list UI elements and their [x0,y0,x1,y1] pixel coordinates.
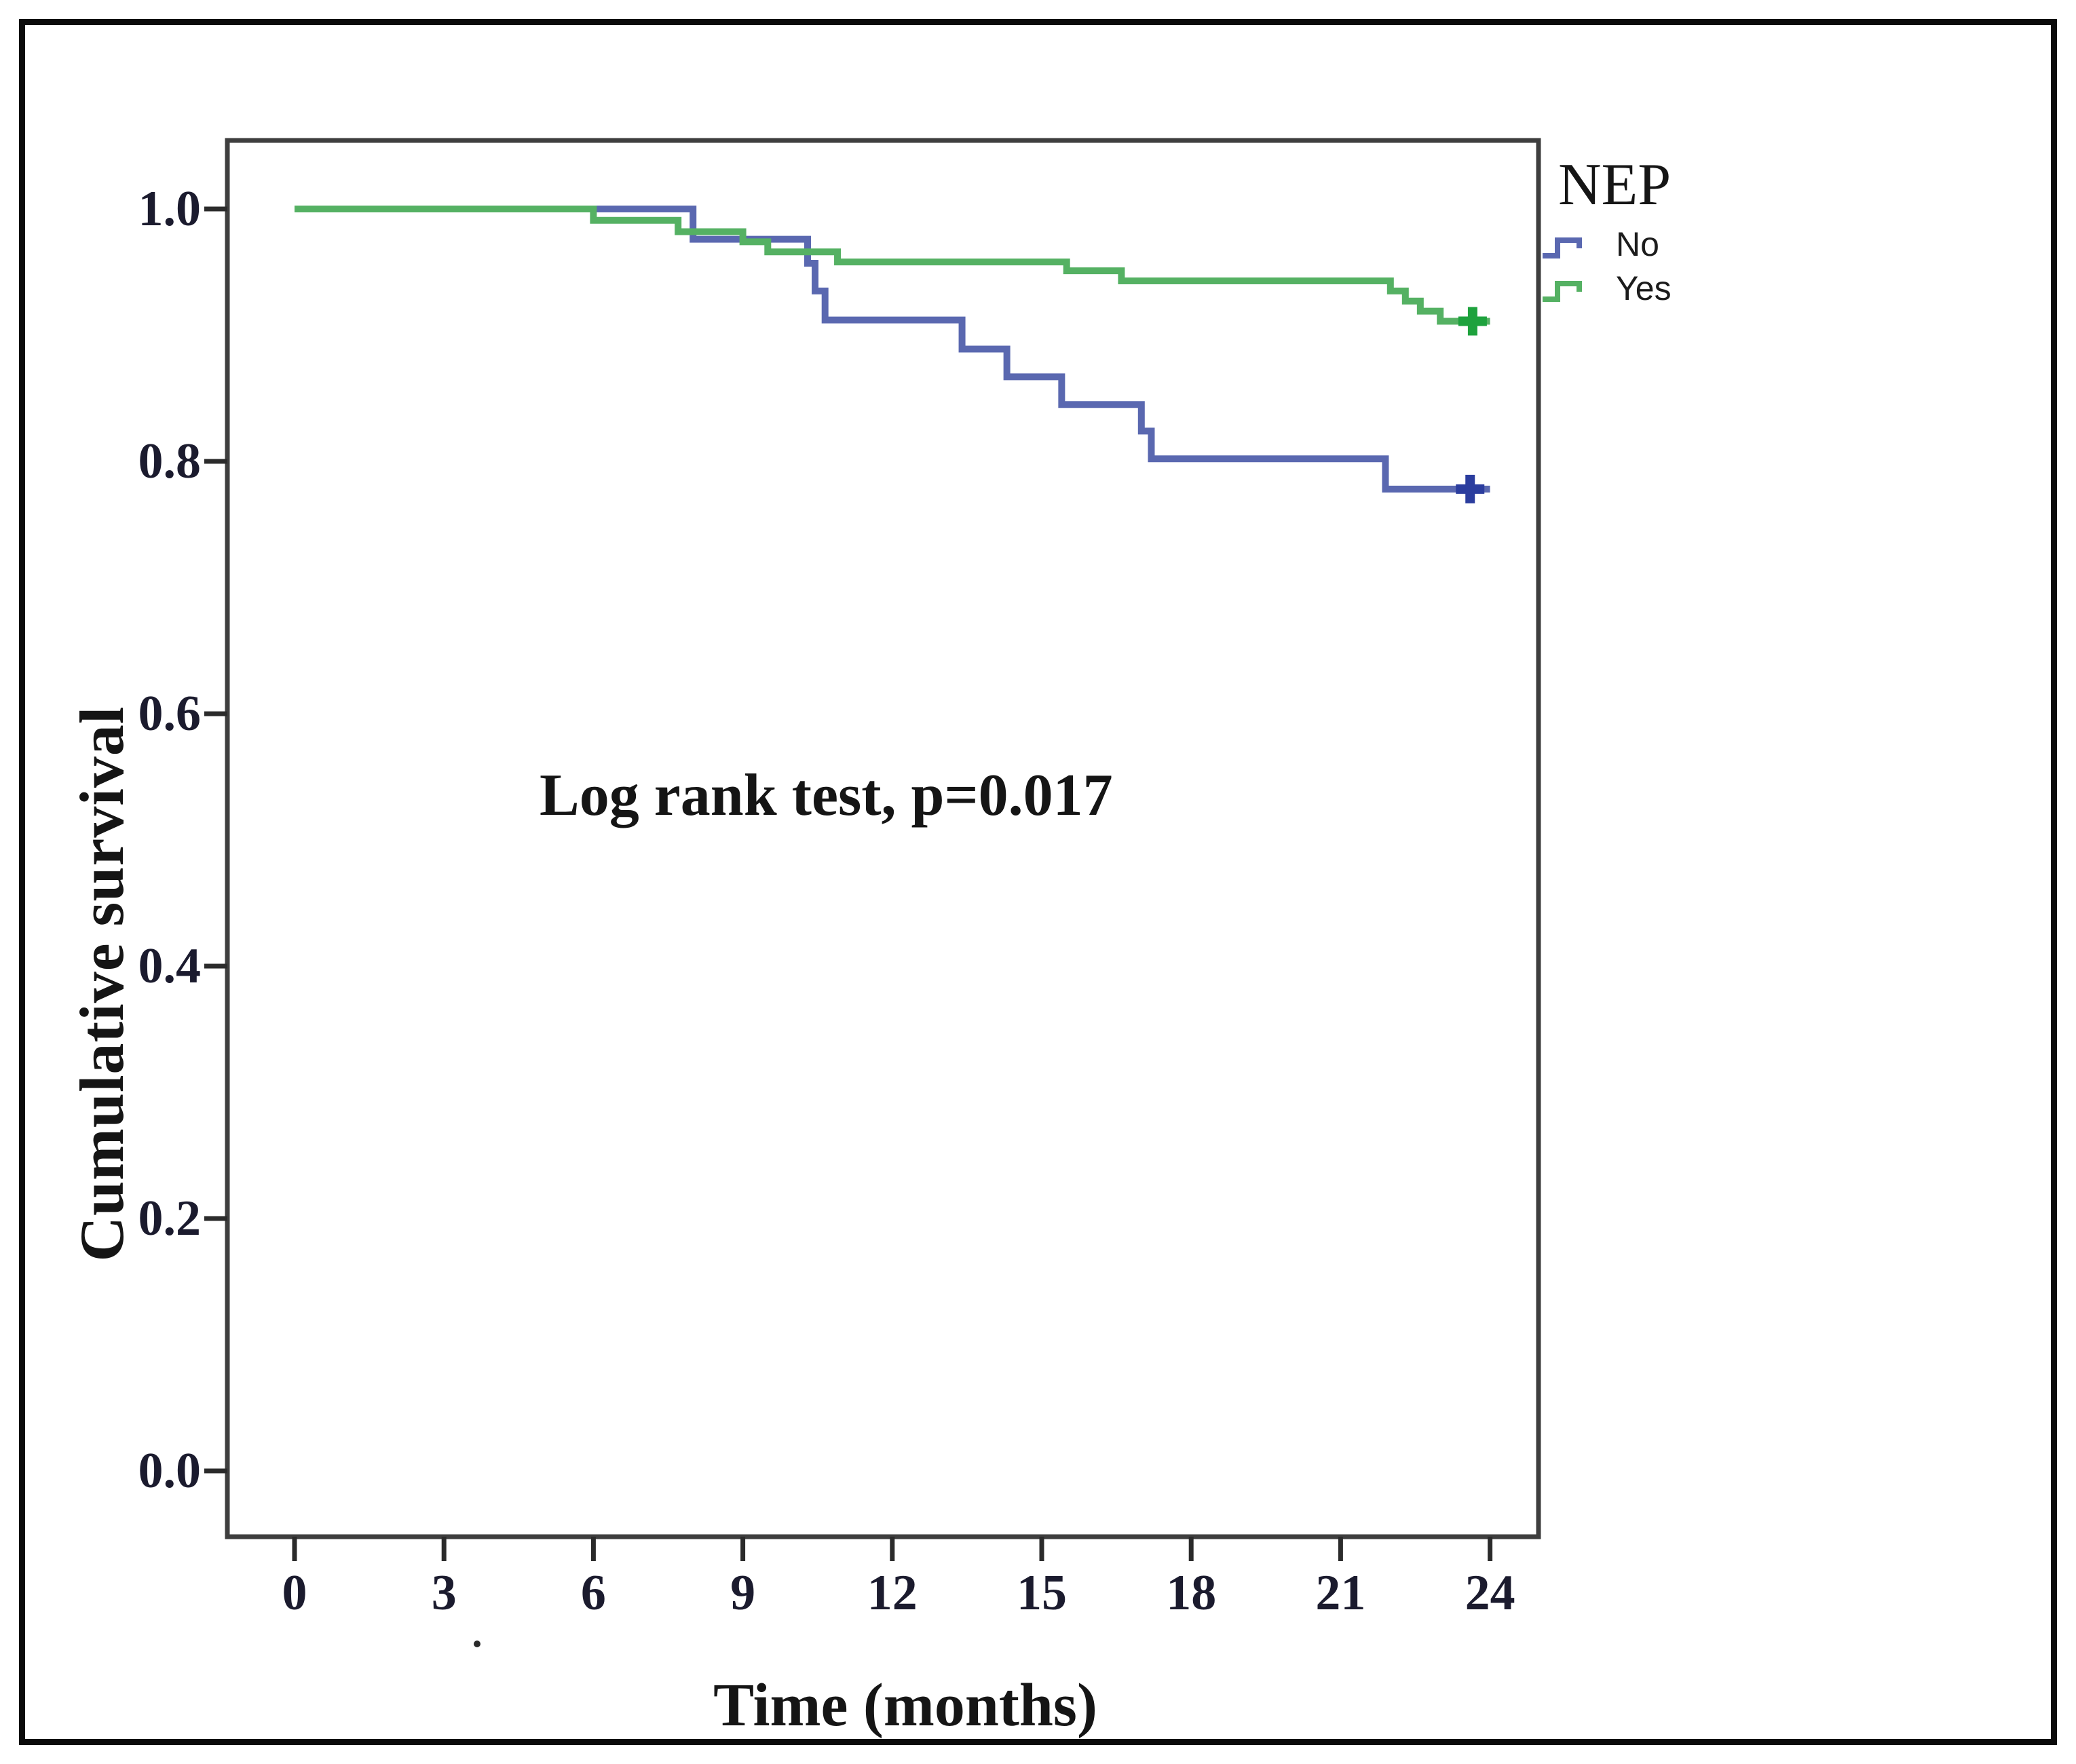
x-tick-label: 6 [580,1565,606,1621]
legend-label-yes: Yes [1616,269,1672,307]
censor-marks [1456,307,1487,503]
censor-plus-no [1456,474,1485,503]
censor-plus-yes [1458,307,1487,336]
axis-tick-marks [204,206,1493,1561]
plot-border [225,138,1541,1539]
legend-step-glyph-yes [1543,281,1582,302]
x-tick-label: 3 [431,1565,457,1621]
y-tick-label: 0.6 [138,686,202,742]
figure-outer-frame [19,19,2057,1745]
survival-curve-yes [295,206,1490,325]
log-rank-annotation: Log rank test, p=0.017 [540,763,1113,828]
legend-label-no: No [1616,225,1659,263]
x-tick-label: 9 [730,1565,756,1621]
y-tick-label: 0.2 [138,1191,202,1246]
x-axis-title: Time (months) [713,1672,1097,1739]
y-tick-label: 0.4 [138,938,202,994]
legend-step-glyph-no [1543,237,1582,258]
x-tick-label: 21 [1315,1565,1366,1621]
survival-curves [295,206,1490,493]
x-tick-label: 15 [1017,1565,1067,1621]
x-tick-label: 18 [1166,1565,1217,1621]
survival-curve-no [295,206,1490,493]
y-tick-label: 1.0 [138,181,202,237]
y-tick-label: 0.0 [138,1443,202,1499]
x-tick-label: 12 [867,1565,918,1621]
x-tick-label: 24 [1465,1565,1515,1621]
legend-title: NEP [1558,152,1672,218]
stray-dot-artifact [474,1641,480,1647]
x-tick-label: 0 [282,1565,307,1621]
y-tick-label: 0.8 [138,434,202,489]
